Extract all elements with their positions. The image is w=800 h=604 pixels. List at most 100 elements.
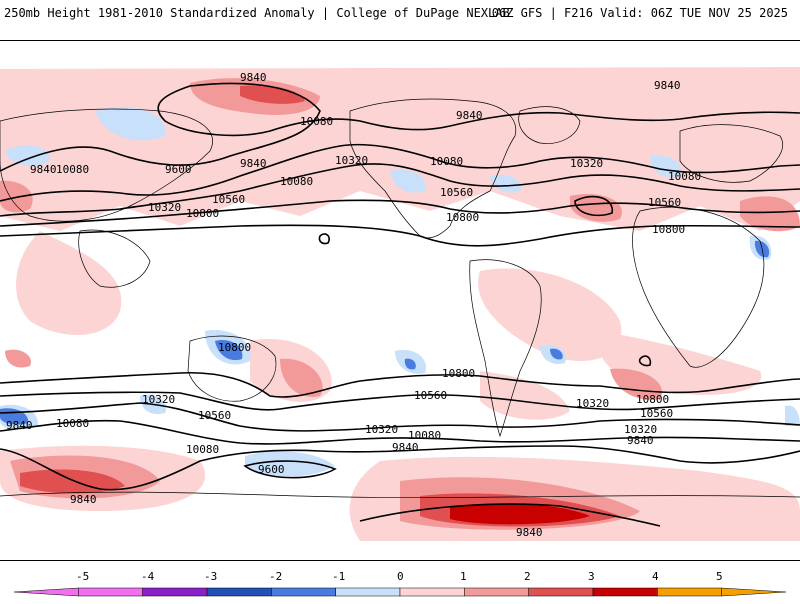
- colorbar-segment: [271, 587, 336, 597]
- coastlines: [0, 98, 800, 498]
- colorbar-tick-labels: -5 -4 -3 -2 -1 0 1 2 3 4 5: [76, 570, 723, 583]
- contour-label: 10080: [56, 163, 89, 176]
- contour-label: 10800: [636, 393, 669, 406]
- colorbar-tick: 0: [397, 570, 404, 583]
- contour-label: 10320: [142, 393, 175, 406]
- colorbar-extend-high: [721, 587, 787, 597]
- contour-label: 10800: [218, 341, 251, 354]
- contour-9840-north: [0, 82, 800, 172]
- contour-10080-south: [0, 419, 800, 445]
- contour-label: 9840: [627, 434, 654, 447]
- contour-10080-north: [0, 143, 800, 202]
- coastline-south-america: [469, 259, 542, 438]
- anomaly-neg1: [785, 405, 800, 426]
- colorbar-segments: [13, 587, 787, 597]
- contour-9600-south: [243, 460, 337, 479]
- coastline-europe: [679, 124, 783, 183]
- contour-label: 10560: [648, 196, 681, 209]
- anomaly-neg1: [390, 169, 426, 193]
- contour-label: 9840: [516, 526, 543, 539]
- model-run-info: 06Z GFS | F216 Valid: 06Z TUE NOV 25 202…: [491, 6, 788, 20]
- coastline-australia: [187, 335, 277, 402]
- contour-label: 10800: [652, 223, 685, 236]
- anomaly-neg1: [245, 451, 335, 477]
- anomaly-pos2: [570, 193, 622, 222]
- contour-label: 10320: [576, 397, 609, 410]
- anomaly-pos2: [0, 180, 33, 213]
- contour-label: 10320: [148, 201, 181, 214]
- contour-10320-north: [0, 163, 800, 217]
- contour-9840-south: [0, 445, 800, 491]
- map-title: 250mb Height 1981-2010 Standardized Anom…: [4, 6, 510, 20]
- anomaly-pos2: [740, 196, 800, 232]
- colorbar-segment: [399, 587, 465, 597]
- anomaly-neg1: [650, 155, 681, 178]
- contour-10800-south: [0, 371, 800, 398]
- anomaly-neg2: [215, 340, 243, 361]
- contour-10560-south: [0, 391, 800, 411]
- contour-10560-north: [0, 199, 800, 227]
- contour-label: 10560: [198, 409, 231, 422]
- anomaly-neg1: [490, 174, 521, 193]
- coastline-north-america: [349, 98, 517, 239]
- colorbar-segment: [78, 587, 143, 597]
- colorbar-tick: -3: [204, 570, 217, 583]
- colorbar-tick: 4: [652, 570, 659, 583]
- contour-10320-south: [0, 402, 800, 432]
- contour-label: 9600: [165, 163, 192, 176]
- colorbar-tick: 1: [460, 570, 467, 583]
- contour-label: 9840: [456, 109, 483, 122]
- colorbar-tick: 5: [716, 570, 723, 583]
- contour-label: 9840: [6, 419, 33, 432]
- anomaly-pos2: [5, 349, 31, 368]
- colorbar-segment: [592, 587, 658, 597]
- contour-label: 10800: [446, 211, 479, 224]
- anomaly-pos1: [480, 371, 570, 420]
- anomaly-pos3: [240, 85, 305, 104]
- colorbar-tick: -2: [269, 570, 282, 583]
- anomaly-pos1: [478, 268, 622, 361]
- coastline-asia: [0, 108, 213, 222]
- anomaly-pos2: [280, 358, 323, 397]
- contour-label: 9840: [70, 493, 97, 506]
- contour-label: 9840: [654, 79, 681, 92]
- contour-label: 10320: [570, 157, 603, 170]
- colorbar-segment: [206, 587, 272, 597]
- colorbar-segment: [528, 587, 594, 597]
- contour-label: 10320: [624, 423, 657, 436]
- contour-label: 10320: [335, 154, 368, 167]
- anomaly-neg1: [95, 107, 166, 141]
- colorbar-segment: [657, 587, 722, 597]
- anomaly-neg2: [550, 348, 563, 360]
- coastline-africa: [632, 206, 765, 368]
- colorbar-tick: -1: [332, 570, 345, 583]
- contour-10800-north: [0, 224, 800, 247]
- height-contours: [0, 82, 800, 527]
- contour-closed-high-1: [318, 233, 330, 245]
- contour-closed-low-atl: [574, 195, 613, 217]
- contour-label: 10320: [365, 423, 398, 436]
- anomaly-pos4: [450, 503, 590, 525]
- coastline-southeast-asia: [78, 229, 151, 288]
- anomaly-neg1: [5, 145, 50, 167]
- coastline-antarctica: [0, 491, 800, 498]
- contour-9840-antarctic: [359, 503, 661, 527]
- contour-label: 10800: [442, 367, 475, 380]
- colorbar-tick: -4: [141, 570, 155, 583]
- colorbar-segment: [464, 587, 529, 597]
- contour-label: 10080: [300, 115, 333, 128]
- contour-label: 9600: [258, 463, 285, 476]
- contour-labels: 9840 10080 9840 9840 10080 9600 9840 103…: [6, 71, 701, 539]
- contour-label: 10560: [212, 193, 245, 206]
- colorbar-segment: [335, 587, 401, 597]
- contour-label: 10800: [186, 207, 219, 220]
- contour-closed-high-2: [638, 355, 652, 367]
- contour-label: 10560: [440, 186, 473, 199]
- anomaly-pos3: [20, 469, 125, 494]
- contour-label: 10560: [640, 407, 673, 420]
- colorbar-tick: -5: [76, 570, 89, 583]
- deepest-positive-shading: [450, 503, 590, 525]
- colorbar-segment: [142, 587, 208, 597]
- contour-label: 10560: [414, 389, 447, 402]
- contour-label: 10080: [430, 155, 463, 168]
